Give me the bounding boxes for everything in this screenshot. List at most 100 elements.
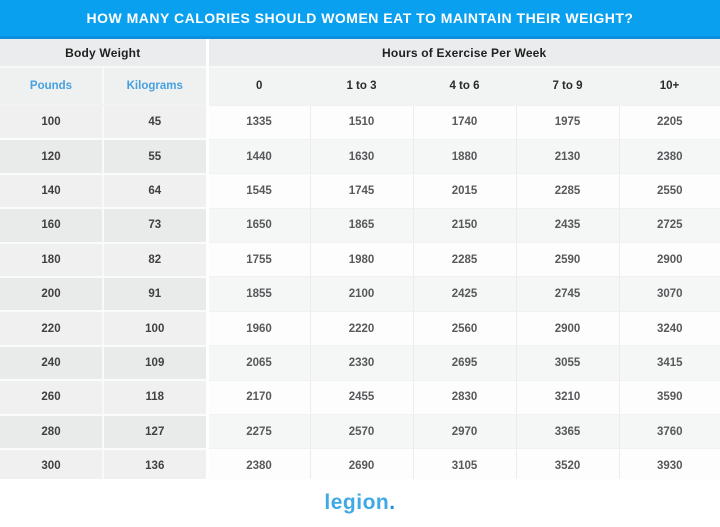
kilograms-cell: 118 bbox=[103, 380, 209, 416]
hours-0-column-header: 0 bbox=[207, 67, 310, 106]
calories-cell: 2100 bbox=[310, 276, 414, 312]
calories-cell: 2745 bbox=[516, 276, 620, 312]
calories-cell: 2275 bbox=[207, 414, 311, 450]
pounds-cell: 140 bbox=[0, 173, 104, 210]
table-body: 100 45 1335 1510 1740 1975 2205 120 55 1440 1630 18… bbox=[0, 105, 720, 485]
pounds-cell: 120 bbox=[0, 139, 104, 175]
kilograms-cell: 136 bbox=[103, 448, 209, 485]
calories-cell: 3210 bbox=[516, 380, 620, 416]
calories-cell: 2570 bbox=[310, 414, 414, 450]
table-row: 220 100 1960 2220 2560 2900 3240 bbox=[0, 311, 720, 347]
pounds-column-header: Pounds bbox=[0, 67, 104, 106]
hours-10plus-column-header: 10+ bbox=[619, 67, 720, 106]
hours-7-9-column-header: 7 to 9 bbox=[516, 67, 619, 106]
kilograms-cell: 91 bbox=[103, 276, 209, 313]
kilograms-cell: 64 bbox=[103, 173, 209, 210]
table-row: 280 127 2275 2570 2970 3365 3760 bbox=[0, 414, 720, 450]
calories-cell: 3930 bbox=[619, 448, 720, 484]
calories-cell: 1335 bbox=[207, 105, 311, 140]
pounds-cell: 280 bbox=[0, 414, 104, 450]
calories-cell: 2150 bbox=[413, 208, 517, 244]
body-weight-group-header: Body Weight bbox=[0, 39, 209, 68]
calories-cell: 1865 bbox=[310, 208, 414, 244]
calories-cell: 2830 bbox=[413, 380, 517, 416]
calories-cell: 2380 bbox=[619, 139, 720, 175]
hours-1-3-column-header: 1 to 3 bbox=[310, 67, 413, 106]
calories-cell: 1440 bbox=[207, 139, 311, 175]
table-row: 160 73 1650 1865 2150 2435 2725 bbox=[0, 208, 720, 244]
calories-cell: 2455 bbox=[310, 380, 414, 416]
kilograms-cell: 109 bbox=[103, 345, 209, 382]
calories-cell: 2690 bbox=[310, 448, 414, 484]
table-row: 260 118 2170 2455 2830 3210 3590 bbox=[0, 380, 720, 416]
legion-logo-text: legion bbox=[324, 491, 390, 514]
calories-cell: 2590 bbox=[516, 242, 620, 278]
calories-cell: 2285 bbox=[413, 242, 517, 278]
calories-cell: 1880 bbox=[413, 139, 517, 175]
pounds-cell: 200 bbox=[0, 276, 104, 313]
calories-cell: 2170 bbox=[207, 380, 311, 416]
calories-cell: 2205 bbox=[619, 105, 720, 140]
pounds-cell: 240 bbox=[0, 345, 104, 382]
calories-cell: 2970 bbox=[413, 414, 517, 450]
calories-cell: 3070 bbox=[619, 276, 720, 312]
table-row: 300 136 2380 2690 3105 3520 3930 bbox=[0, 448, 720, 485]
calories-cell: 2435 bbox=[516, 208, 620, 244]
kilograms-cell: 73 bbox=[103, 208, 209, 244]
pounds-cell: 100 bbox=[0, 105, 104, 141]
calories-cell: 3365 bbox=[516, 414, 620, 450]
table-row: 180 82 1755 1980 2285 2590 2900 bbox=[0, 242, 720, 278]
table-row: 120 55 1440 1630 1880 2130 2380 bbox=[0, 139, 720, 175]
kilograms-cell: 82 bbox=[103, 242, 209, 278]
table-row: 100 45 1335 1510 1740 1975 2205 bbox=[0, 105, 720, 141]
calories-cell: 2425 bbox=[413, 276, 517, 312]
pounds-cell: 300 bbox=[0, 448, 104, 485]
kilograms-cell: 100 bbox=[103, 311, 209, 347]
calories-cell: 2550 bbox=[619, 173, 720, 209]
calorie-table: Body Weight Hours of Exercise Per Week P… bbox=[0, 39, 720, 485]
calories-cell: 3415 bbox=[619, 345, 720, 381]
kilograms-cell: 45 bbox=[103, 105, 209, 141]
calories-cell: 1510 bbox=[310, 105, 414, 140]
calories-cell: 3760 bbox=[619, 414, 720, 450]
group-header-row: Body Weight Hours of Exercise Per Week bbox=[0, 39, 720, 68]
kilograms-cell: 127 bbox=[103, 414, 209, 450]
pounds-cell: 260 bbox=[0, 380, 104, 416]
pounds-cell: 160 bbox=[0, 208, 104, 244]
calories-cell: 1755 bbox=[207, 242, 311, 278]
calories-cell: 3055 bbox=[516, 345, 620, 381]
calories-cell: 1630 bbox=[310, 139, 414, 175]
calories-cell: 2220 bbox=[310, 311, 414, 347]
kilograms-cell: 55 bbox=[103, 139, 209, 175]
calories-cell: 2695 bbox=[413, 345, 517, 381]
calories-cell: 1545 bbox=[207, 173, 311, 209]
legion-logo-dot: . bbox=[389, 491, 396, 514]
calories-cell: 2900 bbox=[516, 311, 620, 347]
pounds-cell: 180 bbox=[0, 242, 104, 278]
title-banner: HOW MANY CALORIES SHOULD WOMEN EAT TO MA… bbox=[0, 0, 720, 39]
page-title: HOW MANY CALORIES SHOULD WOMEN EAT TO MA… bbox=[86, 10, 634, 26]
footer: legion. bbox=[0, 479, 720, 527]
calories-cell: 3240 bbox=[619, 311, 720, 347]
kilograms-column-header: Kilograms bbox=[103, 67, 209, 106]
calories-cell: 3105 bbox=[413, 448, 517, 484]
legion-logo: legion. bbox=[324, 491, 395, 515]
hours-4-6-column-header: 4 to 6 bbox=[413, 67, 516, 106]
calories-cell: 2560 bbox=[413, 311, 517, 347]
calories-cell: 2900 bbox=[619, 242, 720, 278]
calories-cell: 3520 bbox=[516, 448, 620, 484]
calories-cell: 2330 bbox=[310, 345, 414, 381]
table-row: 240 109 2065 2330 2695 3055 3415 bbox=[0, 345, 720, 382]
table-row: 140 64 1545 1745 2015 2285 2550 bbox=[0, 173, 720, 210]
calories-cell: 1975 bbox=[516, 105, 620, 140]
calories-cell: 1740 bbox=[413, 105, 517, 140]
calories-cell: 2130 bbox=[516, 139, 620, 175]
calories-cell: 1855 bbox=[207, 276, 311, 312]
calories-cell: 2065 bbox=[207, 345, 311, 381]
calories-cell: 1960 bbox=[207, 311, 311, 347]
table-row: 200 91 1855 2100 2425 2745 3070 bbox=[0, 276, 720, 313]
calories-cell: 2015 bbox=[413, 173, 517, 209]
calories-cell: 2285 bbox=[516, 173, 620, 209]
calories-cell: 1745 bbox=[310, 173, 414, 209]
